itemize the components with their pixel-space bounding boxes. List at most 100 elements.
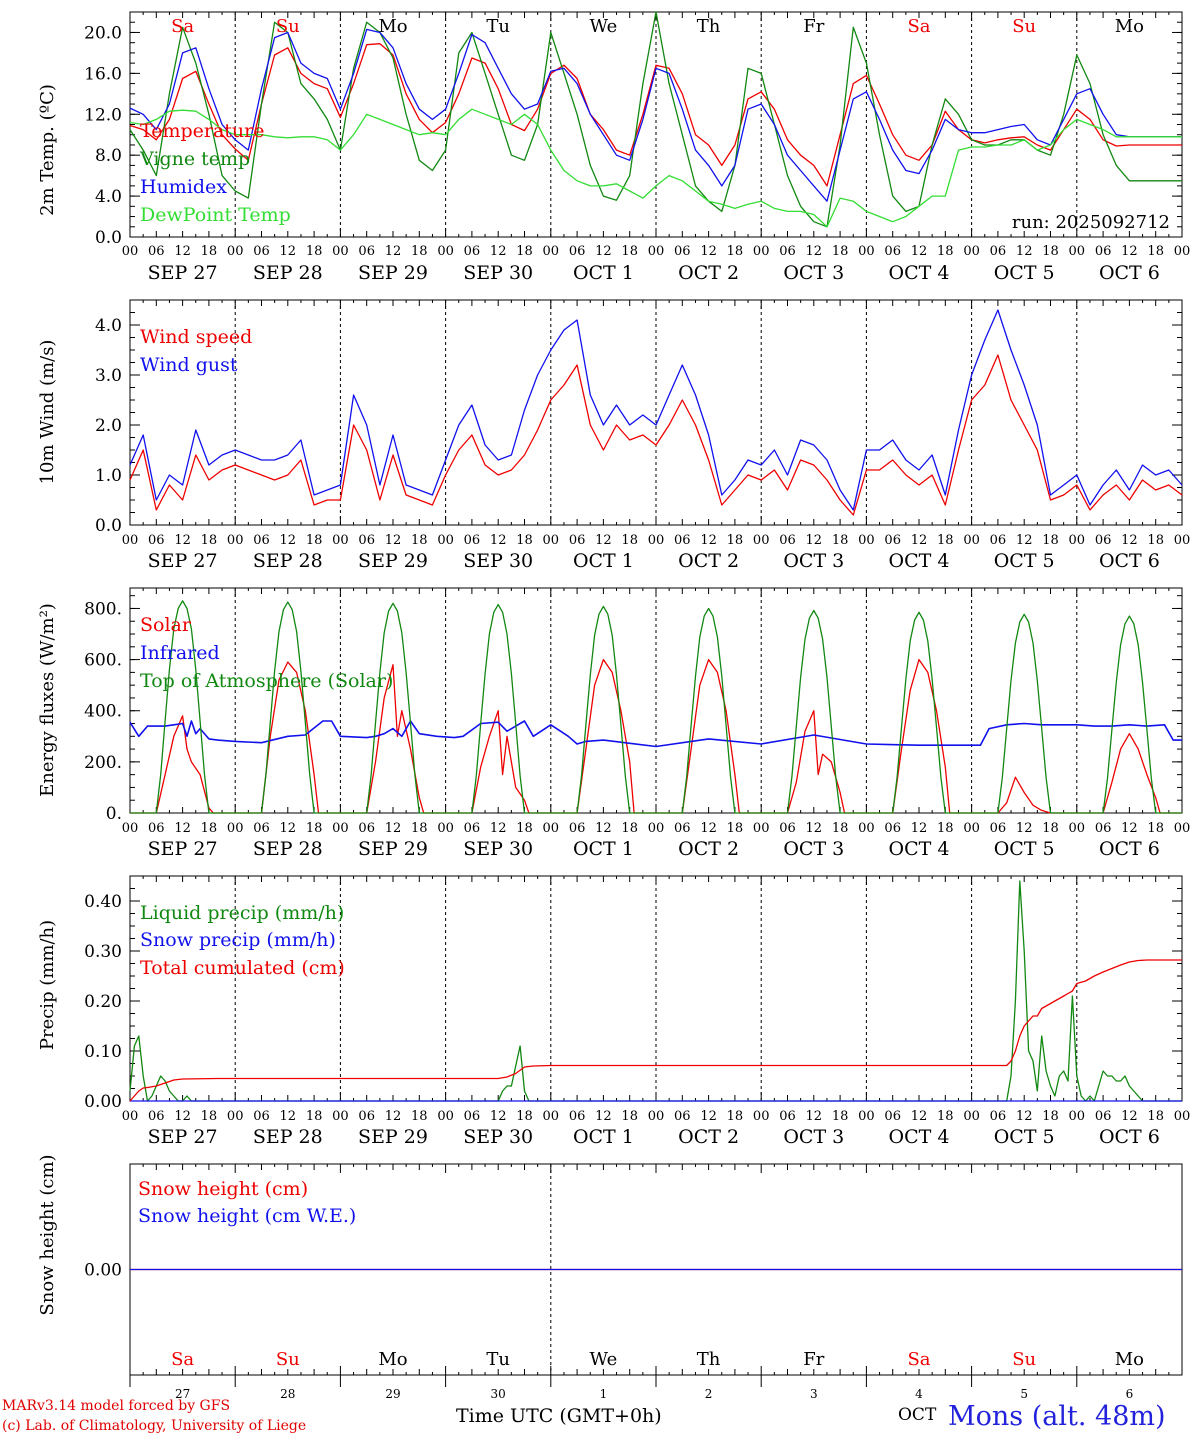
run-label: run: 2025092712 xyxy=(1012,212,1170,233)
hour-tick-label: 00 xyxy=(1069,821,1086,836)
hour-tick-label: 12 xyxy=(595,244,612,259)
y-tick-label: 1.0 xyxy=(95,466,122,486)
hour-tick-label: 00 xyxy=(437,533,454,548)
hour-tick-label: 18 xyxy=(1147,1109,1164,1124)
date-label: OCT 3 xyxy=(783,1126,844,1148)
x-axis-title: Time UTC (GMT+0h) xyxy=(456,1405,662,1427)
legend-entry: Solar xyxy=(140,614,192,636)
hour-tick-label: 12 xyxy=(806,821,823,836)
hour-tick-label: 12 xyxy=(1121,533,1138,548)
y-axis-title: Precip (mm/h) xyxy=(37,920,58,1050)
hour-tick-label: 12 xyxy=(1016,821,1033,836)
series-line-infrared xyxy=(129,720,1182,748)
hour-tick-label: 12 xyxy=(1016,1109,1033,1124)
date-label: OCT 2 xyxy=(678,262,739,284)
hour-tick-label: 00 xyxy=(1069,244,1086,259)
hour-tick-label: 18 xyxy=(621,244,638,259)
y-tick-label: 4.0 xyxy=(95,316,122,336)
hour-tick-label: 18 xyxy=(201,821,218,836)
weekday-label: Mo xyxy=(378,16,407,37)
weekday-label: Sa xyxy=(171,1349,194,1370)
hour-tick-label: 00 xyxy=(227,1109,244,1124)
hour-tick-label: 18 xyxy=(411,821,428,836)
legend-entry: Top of Atmosphere (Solar) xyxy=(140,670,393,692)
hour-tick-label: 18 xyxy=(832,1109,849,1124)
day-number-label: 30 xyxy=(491,1387,506,1401)
hour-tick-label: 18 xyxy=(727,821,744,836)
hour-tick-label: 18 xyxy=(1147,244,1164,259)
hour-tick-label: 06 xyxy=(464,244,481,259)
y-tick-label: 2.0 xyxy=(95,416,122,436)
y-axis-title: Energy fluxes (W/m²) xyxy=(37,603,58,797)
hour-tick-label: 06 xyxy=(779,533,796,548)
hour-tick-label: 12 xyxy=(174,1109,191,1124)
hour-tick-label: 18 xyxy=(516,1109,533,1124)
y-tick-label: 0.40 xyxy=(84,892,122,912)
date-label: SEP 30 xyxy=(463,838,533,860)
date-label: SEP 29 xyxy=(358,838,428,860)
hour-tick-label: 18 xyxy=(621,821,638,836)
weekday-label: Tu xyxy=(486,16,510,37)
date-label: SEP 27 xyxy=(148,838,218,860)
hour-tick-label: 00 xyxy=(753,533,770,548)
hour-tick-label: 06 xyxy=(358,1109,375,1124)
hour-tick-label: 00 xyxy=(753,1109,770,1124)
date-label: SEP 28 xyxy=(253,262,323,284)
hour-tick-label: 18 xyxy=(1147,533,1164,548)
hour-tick-label: 00 xyxy=(1174,821,1191,836)
weekday-label: Mo xyxy=(378,1349,407,1370)
hour-tick-label: 18 xyxy=(306,1109,323,1124)
hour-tick-label: 12 xyxy=(385,244,402,259)
legend-entry: DewPoint Temp xyxy=(140,204,291,226)
hour-tick-label: 12 xyxy=(280,533,297,548)
date-label: SEP 27 xyxy=(148,262,218,284)
series-line-total-cumulated-cm- xyxy=(129,959,1182,1102)
hour-tick-label: 06 xyxy=(148,533,165,548)
hour-tick-label: 06 xyxy=(253,1109,270,1124)
hour-tick-label: 00 xyxy=(753,821,770,836)
y-tick-label: 0.0 xyxy=(95,228,122,248)
hour-tick-label: 00 xyxy=(543,533,560,548)
hour-tick-label: 06 xyxy=(674,1109,691,1124)
hour-tick-label: 18 xyxy=(727,1109,744,1124)
series-line-liquid-precip-mm-h- xyxy=(129,880,1182,1102)
hour-tick-label: 06 xyxy=(1095,821,1112,836)
weekday-label: Th xyxy=(697,16,721,37)
hour-tick-label: 00 xyxy=(122,533,139,548)
date-label: SEP 29 xyxy=(358,550,428,572)
hour-tick-label: 06 xyxy=(1095,533,1112,548)
hour-tick-label: 18 xyxy=(832,244,849,259)
hour-tick-label: 12 xyxy=(174,821,191,836)
y-tick-label: 0.0 xyxy=(95,516,122,536)
hour-tick-label: 06 xyxy=(569,1109,586,1124)
hour-tick-label: 06 xyxy=(1095,244,1112,259)
hour-tick-label: 00 xyxy=(1174,533,1191,548)
hour-tick-label: 06 xyxy=(990,821,1007,836)
panel-flux xyxy=(129,587,1183,814)
date-label: OCT 6 xyxy=(1099,262,1160,284)
hour-tick-label: 18 xyxy=(516,244,533,259)
hour-tick-label: 00 xyxy=(858,533,875,548)
date-label: SEP 27 xyxy=(148,550,218,572)
series-line-wind-gust xyxy=(129,309,1183,511)
hour-tick-label: 12 xyxy=(490,821,507,836)
date-label: OCT 3 xyxy=(783,550,844,572)
hour-tick-label: 06 xyxy=(358,244,375,259)
hour-tick-label: 12 xyxy=(490,244,507,259)
legend-entry: Snow precip (mm/h) xyxy=(140,929,336,951)
panel-temp xyxy=(129,11,1183,238)
hour-tick-label: 12 xyxy=(385,533,402,548)
hour-tick-label: 12 xyxy=(595,821,612,836)
weekday-label: We xyxy=(590,1349,618,1370)
y-tick-label: 3.0 xyxy=(95,366,122,386)
hour-tick-label: 18 xyxy=(201,1109,218,1124)
y-axis-title: Snow height (cm) xyxy=(37,1154,58,1315)
date-label: OCT 2 xyxy=(678,550,739,572)
hour-tick-label: 06 xyxy=(674,244,691,259)
date-label: OCT 5 xyxy=(994,1126,1055,1148)
hour-tick-label: 18 xyxy=(411,1109,428,1124)
y-tick-label: 0. xyxy=(106,804,122,824)
hour-tick-label: 12 xyxy=(806,533,823,548)
hour-tick-label: 18 xyxy=(621,1109,638,1124)
